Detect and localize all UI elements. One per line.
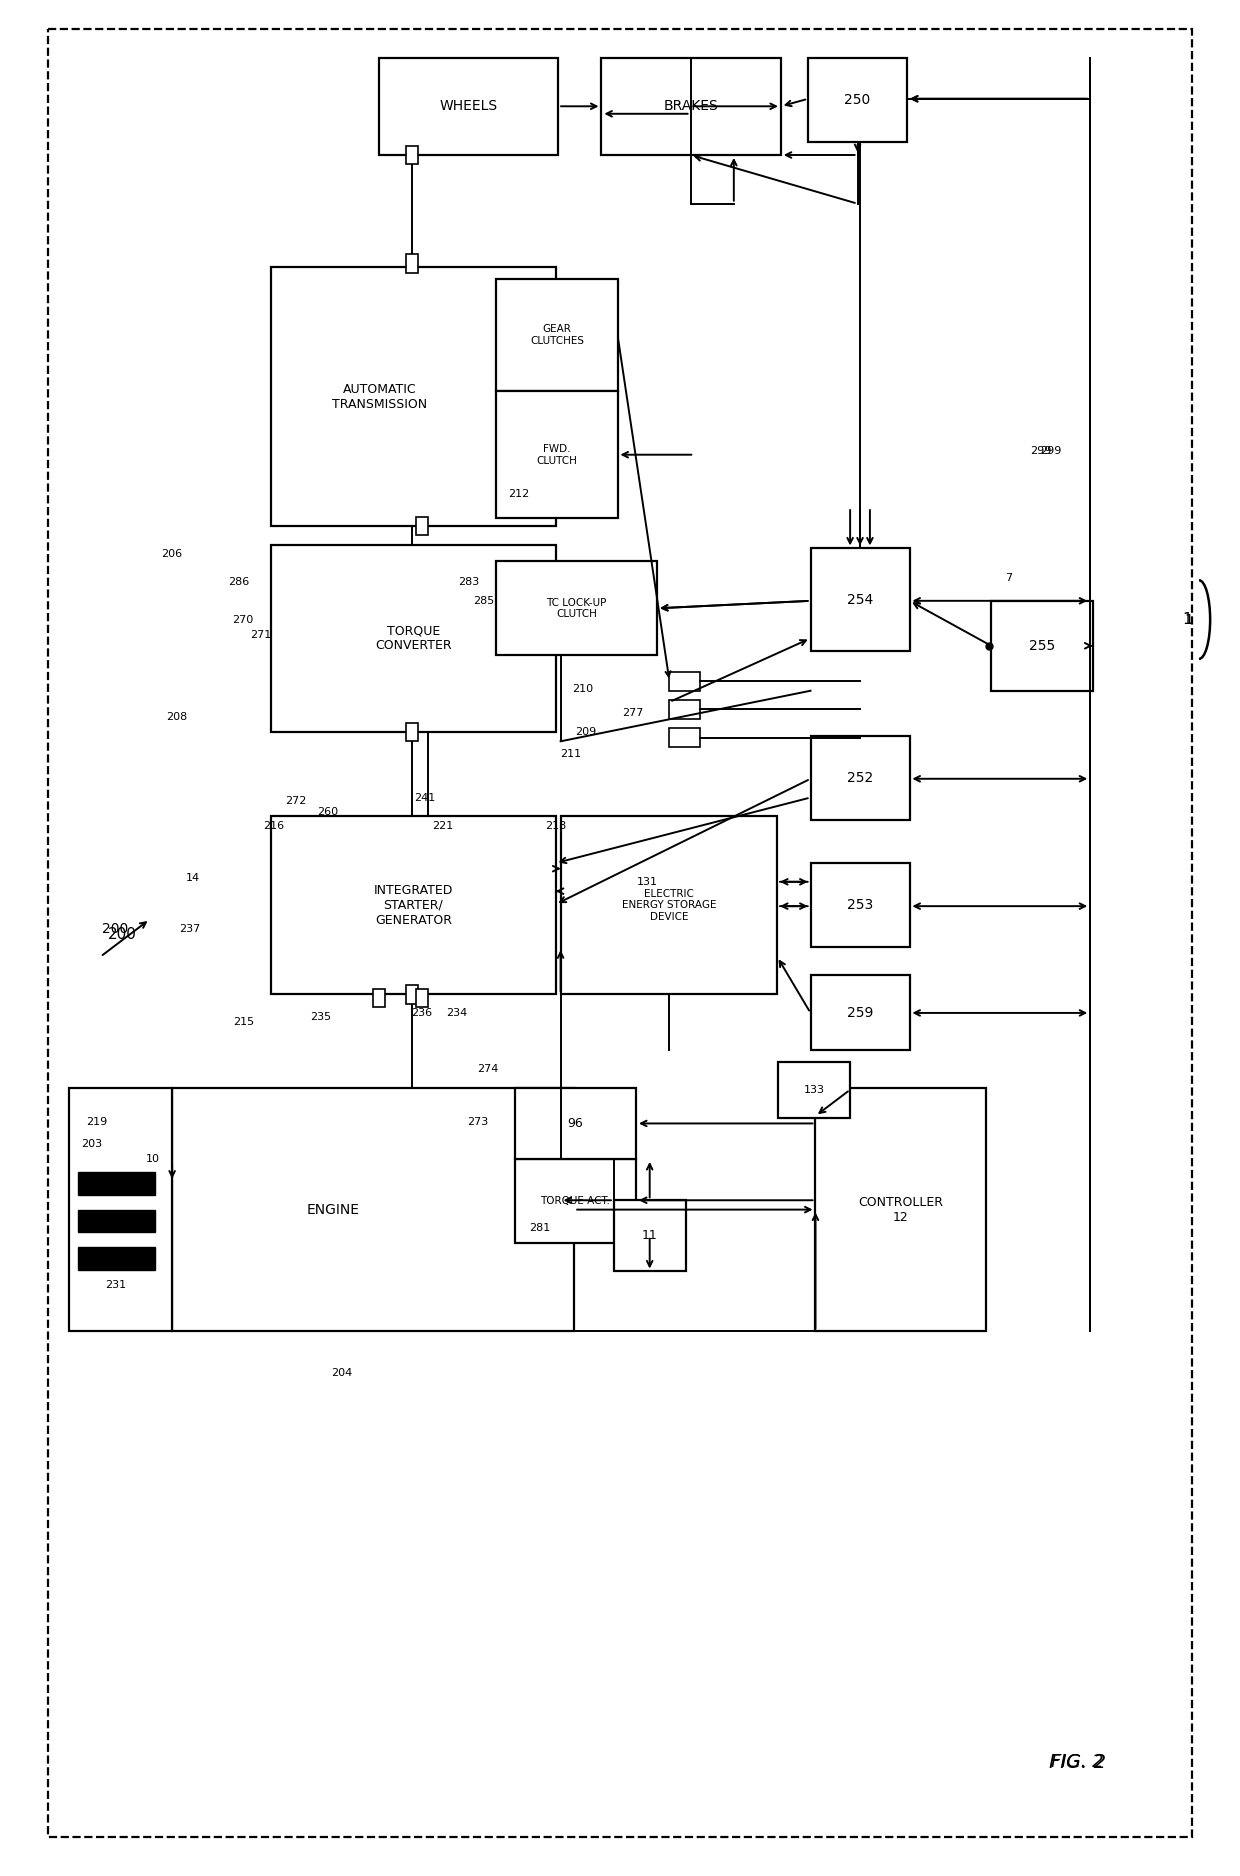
Text: 271: 271 [250,630,272,640]
Text: 277: 277 [621,709,644,719]
Text: 11: 11 [642,1229,657,1242]
Text: TORQUE
CONVERTER: TORQUE CONVERTER [374,625,451,653]
Text: 211: 211 [560,749,582,760]
Bar [78,1248,155,1270]
Bar [779,1062,851,1118]
Text: 206: 206 [161,550,182,559]
Text: 274: 274 [477,1064,498,1075]
Bar [811,976,909,1051]
Text: 260: 260 [317,807,339,818]
Text: 254: 254 [847,593,873,606]
Text: 234: 234 [446,1007,467,1019]
Text: 255: 255 [1029,638,1055,653]
Text: CONTROLLER
12: CONTROLLER 12 [858,1195,944,1223]
Text: 237: 237 [179,923,200,934]
Bar [560,816,777,994]
Text: 231: 231 [104,1279,125,1289]
Bar [78,1172,155,1195]
Text: 1: 1 [1182,612,1192,627]
Text: 252: 252 [847,771,873,784]
Bar [415,989,428,1007]
Text: 1: 1 [1184,613,1194,627]
Text: 216: 216 [263,820,284,831]
Text: 219: 219 [86,1116,108,1127]
Text: 283: 283 [459,578,480,587]
Text: FWD.
CLUTCH: FWD. CLUTCH [537,445,578,465]
Bar [405,255,418,274]
Bar [991,600,1092,690]
Text: TORQUE ACT.: TORQUE ACT. [541,1197,610,1206]
Text: INTEGRATED
STARTER/
GENERATOR: INTEGRATED STARTER/ GENERATOR [373,884,453,927]
Text: 250: 250 [844,92,870,107]
Bar [670,672,701,690]
Text: 259: 259 [847,1006,873,1021]
Text: 273: 273 [467,1116,489,1127]
Bar [816,1088,986,1332]
Text: 270: 270 [232,615,253,625]
Text: 208: 208 [166,713,187,722]
Text: 215: 215 [233,1017,254,1028]
Text: WHEELS: WHEELS [439,99,497,113]
Bar [670,728,701,747]
Bar [601,58,781,156]
Text: ENGINE: ENGINE [306,1203,360,1218]
Text: ELECTRIC
ENERGY STORAGE
DEVICE: ELECTRIC ENERGY STORAGE DEVICE [621,889,717,921]
Bar [78,1210,155,1233]
Text: BRAKES: BRAKES [663,99,718,113]
Bar [405,146,418,165]
Text: 221: 221 [433,820,454,831]
Text: AUTOMATIC
TRANSMISSION: AUTOMATIC TRANSMISSION [331,383,427,411]
Text: 299: 299 [1040,446,1061,456]
Bar [405,722,418,741]
Bar [496,561,657,655]
Bar [496,280,618,390]
Bar [515,1159,636,1244]
Text: 14: 14 [186,872,200,884]
Bar [415,516,428,535]
Text: FIG. 2: FIG. 2 [1052,1754,1104,1771]
Text: 203: 203 [81,1139,102,1150]
Text: 96: 96 [568,1116,583,1129]
Bar [272,816,556,994]
Text: 236: 236 [412,1007,433,1019]
Text: 200: 200 [102,921,128,936]
Text: 204: 204 [331,1368,352,1377]
Text: 285: 285 [474,597,495,606]
Text: TC LOCK-UP
CLUTCH: TC LOCK-UP CLUTCH [547,598,606,619]
Bar [811,735,909,820]
Text: 241: 241 [414,792,435,803]
Bar [372,989,384,1007]
Bar [172,1088,574,1332]
Bar [496,390,618,518]
Bar [272,544,556,732]
Bar [808,58,906,143]
Text: GEAR
CLUTCHES: GEAR CLUTCHES [529,325,584,345]
Text: FIG. 2: FIG. 2 [1049,1752,1106,1771]
Bar [515,1088,636,1159]
Text: 299: 299 [1030,446,1052,456]
Text: 218: 218 [546,820,567,831]
Bar [670,700,701,719]
Text: 209: 209 [574,726,596,737]
Bar [272,268,556,525]
Text: 253: 253 [847,899,873,912]
Bar [378,58,558,156]
Bar [69,1088,172,1332]
Bar [614,1201,686,1272]
Text: 133: 133 [804,1084,825,1096]
Text: 7: 7 [1004,574,1012,583]
Text: 272: 272 [285,795,306,807]
Text: 212: 212 [508,490,529,499]
Text: 281: 281 [529,1223,551,1233]
Bar [405,985,418,1004]
Text: 286: 286 [228,578,249,587]
Text: 10: 10 [145,1154,159,1163]
Text: 131: 131 [636,876,657,887]
Text: 200: 200 [108,927,138,942]
Bar [811,548,909,651]
Text: 210: 210 [573,685,594,694]
Bar [811,863,909,947]
Text: 235: 235 [310,1011,331,1022]
